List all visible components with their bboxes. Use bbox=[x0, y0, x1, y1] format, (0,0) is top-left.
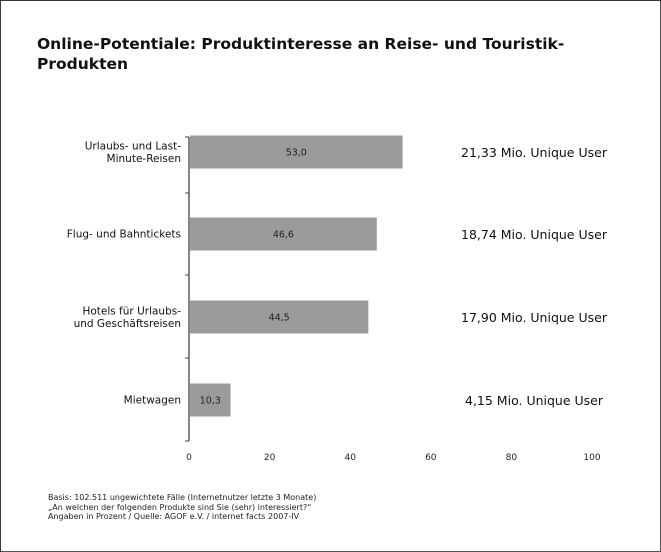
unique-user-label-2: 17,90 Mio. Unique User bbox=[461, 310, 608, 325]
bar-value-label-2: 44,5 bbox=[269, 313, 290, 324]
x-tick-label-3: 60 bbox=[425, 453, 437, 463]
bar-0 bbox=[190, 135, 403, 169]
note-line-basis: Basis: 102.511 ungewichtete Fälle (Inter… bbox=[48, 493, 317, 502]
bar-value-label-0: 53,0 bbox=[286, 148, 307, 159]
category-label-2-line-1: und Geschäftsreisen bbox=[74, 318, 181, 330]
bar-value-label-3: 10,3 bbox=[200, 396, 221, 407]
category-label-2-line-0: Hotels für Urlaubs- bbox=[82, 305, 181, 317]
chart-title: Online-Potentiale: Produktinteresse an R… bbox=[37, 35, 565, 73]
bar-2 bbox=[190, 300, 369, 334]
unique-user-label-1: 18,74 Mio. Unique User bbox=[461, 227, 608, 242]
note-line-source: Angaben in Prozent / Quelle: AGOF e.V. /… bbox=[48, 512, 300, 521]
category-label-3-line-0: Mietwagen bbox=[124, 395, 181, 407]
bar-1 bbox=[190, 217, 377, 251]
bar-value-label-1: 46,6 bbox=[273, 230, 294, 241]
category-label-0-line-1: Minute-Reisen bbox=[107, 153, 181, 165]
x-tick-label-4: 80 bbox=[506, 453, 518, 463]
category-label-0-line-0: Urlaubs- und Last- bbox=[85, 140, 181, 152]
x-tick-label-0: 0 bbox=[186, 453, 192, 463]
x-tick-label-1: 20 bbox=[264, 453, 276, 463]
bar-3 bbox=[190, 383, 231, 417]
note-line-question: „An welchen der folgenden Produkte sind … bbox=[48, 502, 312, 512]
x-tick-label-2: 40 bbox=[344, 453, 356, 463]
unique-user-label-0: 21,33 Mio. Unique User bbox=[461, 145, 608, 160]
x-tick-label-5: 100 bbox=[583, 453, 600, 463]
category-label-1-line-0: Flug- und Bahntickets bbox=[67, 229, 181, 241]
unique-user-label-3: 4,15 Mio. Unique User bbox=[465, 393, 604, 408]
source-notes: Basis: 102.511 ungewichtete Fälle (Inter… bbox=[48, 493, 316, 522]
